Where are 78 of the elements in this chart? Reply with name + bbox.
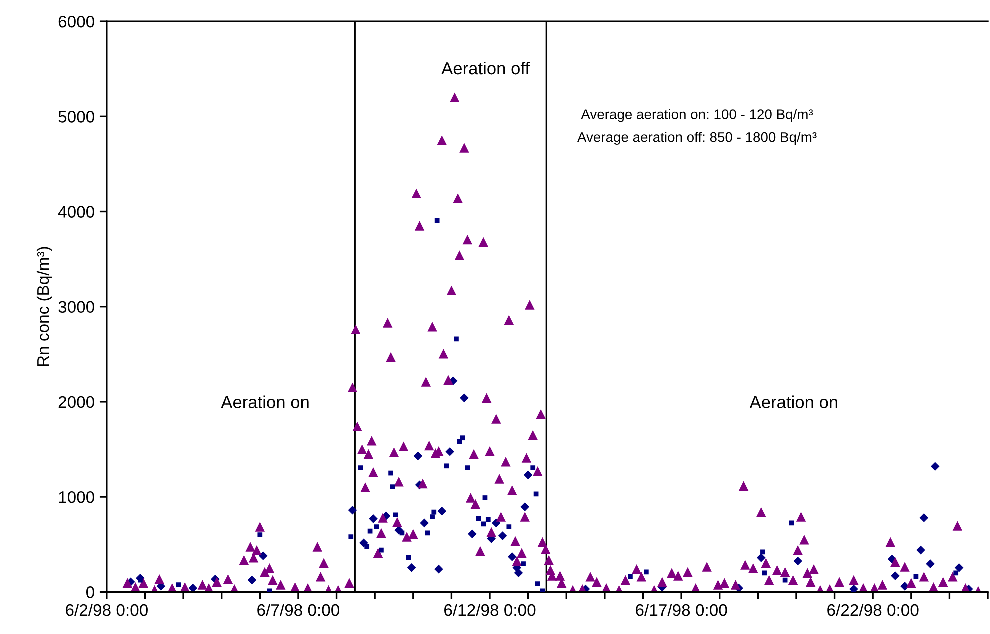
point (374, 524, 380, 530)
point (406, 555, 412, 560)
point (498, 532, 508, 540)
point (794, 556, 802, 566)
point (482, 496, 488, 500)
annotation: Aeration off (442, 62, 530, 75)
point (920, 514, 929, 522)
point (438, 506, 447, 516)
point (628, 574, 633, 580)
point (914, 574, 919, 580)
point (393, 512, 398, 518)
y-tick-label: 0 (86, 586, 94, 598)
point (258, 532, 263, 538)
point (454, 336, 459, 342)
point (930, 462, 940, 472)
point (481, 522, 486, 527)
y-axis-title: Rn conc (Bq/m³) (36, 247, 52, 366)
point (434, 564, 444, 574)
point (521, 562, 526, 567)
point (530, 466, 536, 470)
point (954, 570, 959, 576)
x-tick-label: 6/7/98 0:00 (258, 604, 340, 616)
point (369, 514, 378, 524)
x-tick-label: 6/12/98 0:00 (444, 604, 536, 616)
point (514, 568, 524, 578)
y-tick-label: 2000 (58, 396, 94, 408)
point (364, 544, 370, 550)
y-tick-label: 6000 (58, 16, 94, 28)
point (954, 563, 964, 572)
point (926, 560, 935, 569)
x-tick-label: 6/2/98 0:00 (66, 604, 148, 616)
point (506, 524, 512, 530)
point (520, 502, 530, 512)
annotation: Average aeration on: 100 - 120 Bq/m³ (581, 109, 814, 122)
point (465, 466, 470, 470)
point (432, 510, 437, 515)
point (420, 518, 429, 528)
point (176, 582, 182, 588)
x-tick-label: 6/17/98 0:00 (636, 604, 728, 616)
point (348, 506, 358, 515)
point (188, 584, 198, 592)
point (248, 576, 257, 585)
point (468, 530, 477, 539)
point (916, 546, 926, 555)
point (407, 563, 416, 572)
point (756, 554, 766, 562)
point (644, 570, 649, 575)
point (524, 470, 533, 480)
point (388, 470, 394, 476)
point (762, 570, 767, 576)
point (444, 464, 450, 469)
annotation: Average aeration off: 850 - 1800 Bq/m³ (577, 132, 817, 146)
point (434, 218, 440, 224)
point (379, 548, 384, 553)
y-tick-label: 4000 (58, 206, 94, 218)
y-tick-label: 3000 (58, 301, 94, 314)
y-tick-label: 1000 (59, 491, 94, 504)
annotation: Aeration on (750, 396, 838, 409)
x-tick-label: 6/22/98 0:00 (828, 604, 919, 616)
point (430, 514, 435, 520)
point (486, 517, 491, 522)
point (460, 394, 469, 403)
point (446, 447, 455, 456)
point (535, 582, 540, 587)
annotation: Aeration on (221, 396, 309, 409)
point (476, 516, 482, 522)
point (359, 538, 368, 548)
point (390, 484, 396, 490)
point (258, 552, 268, 560)
point (508, 552, 517, 562)
point (760, 550, 766, 555)
point (460, 436, 466, 441)
point (457, 439, 462, 444)
point (348, 534, 354, 540)
point (891, 572, 900, 580)
y-tick-label: 5000 (58, 111, 94, 123)
point (358, 466, 364, 470)
point (414, 452, 423, 461)
